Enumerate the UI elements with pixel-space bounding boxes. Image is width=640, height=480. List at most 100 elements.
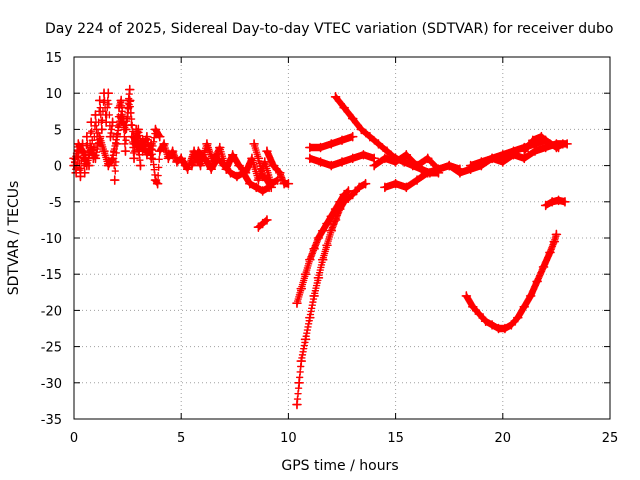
- data-point: [206, 164, 217, 175]
- data-point: [219, 160, 229, 171]
- x-tick-label: 0: [70, 431, 78, 446]
- data-point: [195, 160, 206, 171]
- data-point: [545, 139, 555, 149]
- data-point: [506, 320, 517, 330]
- data-point: [326, 139, 337, 149]
- series-segment-8-9: [249, 139, 277, 193]
- data-point: [358, 149, 369, 160]
- data-point: [330, 215, 341, 225]
- data-point: [545, 247, 555, 258]
- marker-trail: [462, 230, 561, 333]
- series-evening-band-3: [519, 131, 564, 156]
- series-late-fragment: [540, 195, 570, 211]
- data-point: [313, 233, 324, 243]
- data-point: [283, 178, 294, 189]
- data-point: [116, 95, 126, 106]
- data-point: [202, 139, 212, 149]
- data-point: [422, 153, 433, 164]
- y-tick-label: -20: [41, 304, 62, 319]
- data-point: [292, 298, 302, 308]
- gridlines: [74, 57, 610, 419]
- y-tick-label: 5: [54, 123, 62, 138]
- data-point: [549, 236, 560, 247]
- data-point: [133, 124, 144, 135]
- series-dip-deep: [292, 178, 371, 410]
- data-point: [300, 334, 311, 345]
- data-point: [560, 197, 570, 207]
- data-point: [268, 160, 279, 171]
- y-tick-label: -5: [49, 196, 62, 211]
- x-tick-label: 15: [387, 431, 404, 446]
- data-point: [116, 110, 126, 120]
- data-point: [251, 182, 262, 193]
- data-point: [193, 146, 204, 156]
- series-band-11-13-lower: [305, 149, 379, 171]
- data-point: [369, 160, 379, 171]
- data-point: [94, 95, 105, 106]
- y-tick-label: -25: [41, 341, 62, 356]
- data-point: [150, 124, 161, 135]
- data-series: [69, 84, 572, 410]
- data-point: [296, 283, 307, 294]
- data-point: [103, 160, 114, 171]
- data-point: [519, 301, 530, 312]
- data-point: [532, 276, 542, 287]
- data-point: [253, 175, 264, 185]
- data-point: [305, 254, 315, 265]
- y-tick-label: -15: [41, 268, 62, 283]
- data-point: [444, 160, 454, 171]
- data-point: [187, 160, 197, 171]
- series-dip-down: [292, 186, 354, 308]
- data-point: [146, 153, 156, 164]
- data-point: [536, 131, 547, 142]
- data-point: [412, 175, 422, 185]
- data-point: [137, 135, 148, 146]
- data-point: [154, 131, 165, 142]
- data-point: [380, 182, 390, 193]
- data-point: [322, 240, 332, 251]
- data-point: [163, 153, 174, 164]
- y-tick-label: -10: [41, 232, 62, 247]
- data-point: [305, 153, 315, 164]
- data-point: [315, 157, 326, 167]
- y-tick-label: -35: [41, 413, 62, 428]
- x-tick-labels: 0 5 10 15 20 25: [70, 431, 618, 446]
- data-point: [300, 269, 311, 279]
- data-point: [315, 142, 326, 153]
- data-point: [94, 131, 105, 142]
- data-point: [553, 142, 564, 153]
- data-point: [326, 160, 337, 171]
- axis-ticks: [73, 56, 611, 420]
- data-point: [225, 168, 236, 178]
- data-point: [337, 135, 347, 146]
- data-point: [257, 186, 268, 196]
- data-point: [133, 146, 144, 156]
- data-point: [553, 195, 564, 206]
- data-point: [317, 254, 328, 265]
- data-point: [343, 193, 354, 203]
- data-point: [347, 153, 358, 164]
- data-point: [519, 146, 530, 156]
- data-point: [73, 139, 84, 149]
- data-point: [476, 157, 487, 167]
- data-point: [380, 153, 390, 164]
- data-point: [390, 178, 401, 189]
- data-point: [487, 320, 497, 330]
- series-isolated-low: [253, 215, 272, 232]
- data-point: [176, 153, 186, 164]
- data-point: [416, 164, 427, 175]
- data-point: [337, 157, 347, 167]
- data-point: [455, 168, 465, 178]
- data-point: [347, 131, 358, 142]
- x-axis-label: GPS time / hours: [281, 458, 398, 474]
- data-point: [513, 312, 523, 323]
- data-point: [79, 168, 90, 178]
- data-point: [109, 175, 120, 185]
- data-point: [86, 142, 96, 153]
- data-point: [257, 171, 268, 182]
- data-point: [347, 189, 358, 200]
- data-point: [114, 102, 124, 113]
- data-point: [107, 153, 118, 164]
- data-point: [412, 160, 422, 171]
- series-band-11-13: [305, 131, 358, 153]
